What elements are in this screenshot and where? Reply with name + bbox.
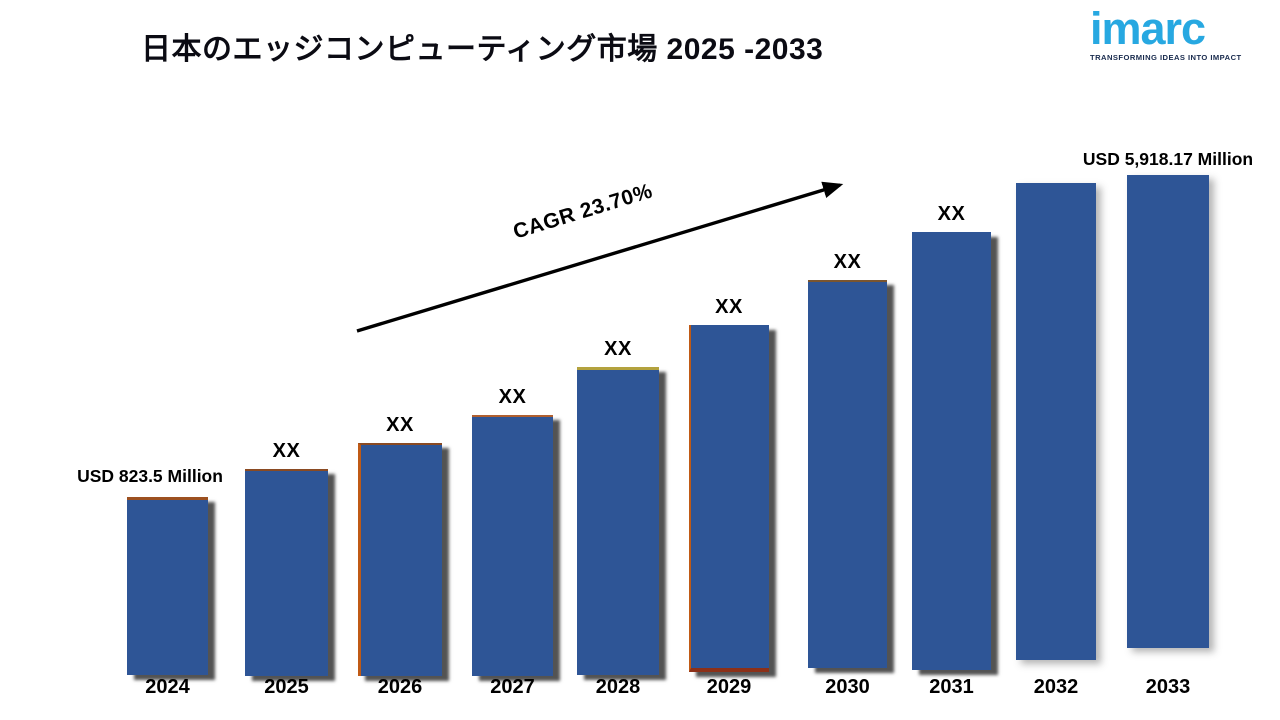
x-axis-label-2025: 2025 — [264, 676, 309, 698]
bar-2024 — [127, 497, 208, 675]
x-axis-label-2027: 2027 — [490, 676, 535, 698]
bar-2028 — [577, 367, 659, 675]
x-axis-label-2031: 2031 — [929, 676, 974, 698]
imarc-logo-wordmark: imarc — [1090, 3, 1206, 54]
bar-2029 — [689, 325, 769, 672]
bar-value-label-2030: XX — [833, 251, 862, 273]
x-axis-label-2033: 2033 — [1145, 676, 1191, 698]
bar-value-label-2028: XX — [604, 338, 632, 360]
bar-2026 — [358, 443, 442, 676]
x-axis-label-2028: 2028 — [595, 676, 641, 698]
x-axis-label-2030: 2030 — [825, 676, 870, 698]
chart-title: 日本のエッジコンピューティング市場 2025 -2033 — [141, 33, 824, 66]
imarc-logo-tagline: TRANSFORMING IDEAS INTO IMPACT — [1090, 53, 1242, 62]
imarc-logo: imarc TRANSFORMING IDEAS INTO IMPACT — [1090, 6, 1262, 62]
bar-2032 — [1016, 183, 1096, 660]
x-axis-label-2032: 2032 — [1033, 676, 1079, 698]
bar-2031 — [912, 232, 991, 670]
x-axis-label-2026: 2026 — [377, 676, 423, 698]
bar-value-label-2031: XX — [937, 203, 966, 225]
bar-value-label-2025: XX — [272, 440, 301, 462]
bar-value-label-2029: XX — [715, 296, 743, 318]
bar-value-label-2033: USD 5,918.17 Million — [1082, 149, 1254, 169]
bar-2027 — [472, 415, 553, 676]
bar-2033 — [1127, 175, 1209, 648]
bar-2030 — [808, 280, 887, 668]
cagr-annotation: CAGR 23.70% — [510, 179, 656, 244]
bar-value-label-2024: USD 823.5 Million — [77, 466, 223, 486]
bar-value-label-2027: XX — [498, 386, 527, 408]
x-axis-label-2024: 2024 — [145, 676, 190, 698]
x-axis-label-2029: 2029 — [706, 676, 752, 698]
bar-value-label-2026: XX — [386, 414, 414, 436]
bar-2025 — [245, 469, 328, 676]
